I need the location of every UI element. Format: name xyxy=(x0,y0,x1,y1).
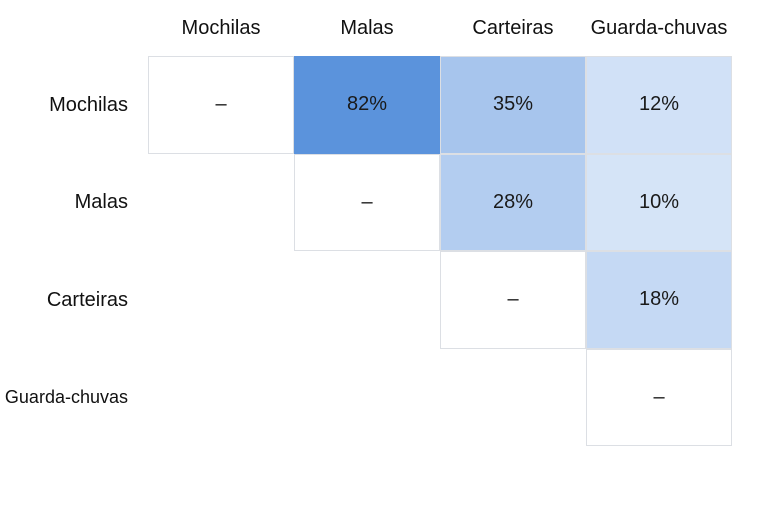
heatmap-cell: – xyxy=(440,251,586,349)
heatmap-cell: 12% xyxy=(586,56,732,154)
heatmap-cell: – xyxy=(586,348,732,446)
cell-value-label: 28% xyxy=(492,190,534,213)
cell-value-label: 12% xyxy=(638,93,680,116)
heatmap-cell: 28% xyxy=(440,153,586,251)
cell-value-label: 35% xyxy=(492,93,534,116)
column-label: Carteiras xyxy=(472,17,554,39)
heatmap-cell: 10% xyxy=(586,153,732,251)
row-label: Mochilas xyxy=(49,93,128,116)
row-label: Carteiras xyxy=(46,288,128,311)
cell-value-label: – xyxy=(507,288,519,311)
column-label: Guarda-chuvas xyxy=(590,17,728,39)
cell-value-label: 82% xyxy=(346,93,388,116)
heatmap-cell: 82% xyxy=(294,56,440,154)
heatmap-cell: 18% xyxy=(586,251,732,349)
cell-value-label: – xyxy=(215,93,227,116)
heatmap-cell: – xyxy=(148,56,294,154)
heatmap-cell: – xyxy=(294,153,440,251)
cell-value-label: – xyxy=(361,190,373,213)
column-label: Malas xyxy=(340,17,394,39)
cell-value-label: 10% xyxy=(638,190,680,213)
column-label: Mochilas xyxy=(181,17,261,39)
heatmap-cell: 35% xyxy=(440,56,586,154)
cell-value-label: – xyxy=(653,385,665,408)
row-label: Guarda-chuvas xyxy=(4,387,128,408)
row-label: Malas xyxy=(74,191,128,214)
cell-value-label: 18% xyxy=(638,288,680,311)
